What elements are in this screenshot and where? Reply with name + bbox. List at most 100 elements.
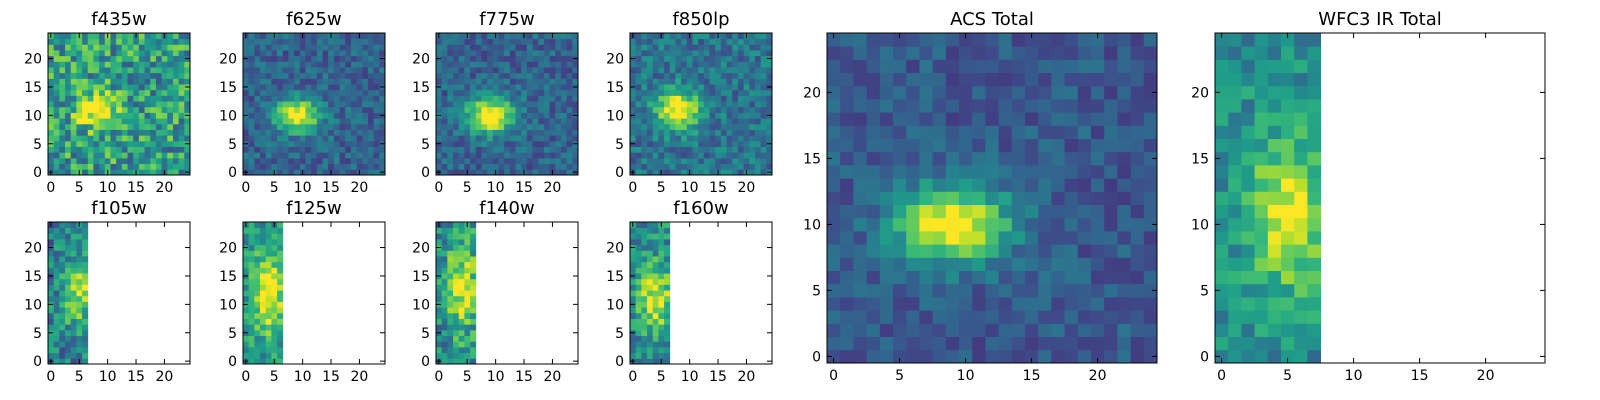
heatmap-cell xyxy=(760,152,767,159)
heatmap-cell xyxy=(893,151,907,166)
heatmap-cell xyxy=(515,44,522,51)
heatmap-cell xyxy=(1117,244,1131,258)
x-tick-label: 5 xyxy=(463,369,472,385)
heatmap-cell xyxy=(271,78,278,85)
heatmap-cell xyxy=(492,55,499,62)
heatmap-cell xyxy=(127,95,134,102)
heatmap-cell xyxy=(959,323,973,337)
heatmap-cell xyxy=(271,250,278,257)
heatmap-cell xyxy=(138,38,145,45)
heatmap-cell xyxy=(1267,99,1282,113)
heatmap-cell xyxy=(243,152,250,159)
heatmap-cell xyxy=(749,50,756,57)
heatmap-cell xyxy=(1077,323,1092,337)
heatmap-cell xyxy=(630,118,637,125)
heatmap-cell xyxy=(82,341,89,348)
heatmap-cell xyxy=(481,61,488,68)
heatmap-cell xyxy=(743,61,750,68)
heatmap-cell xyxy=(441,295,448,302)
heatmap-cell xyxy=(76,301,83,308)
heatmap-cell xyxy=(932,178,947,192)
heatmap-cell xyxy=(1254,270,1269,285)
heatmap-cell xyxy=(87,163,94,170)
heatmap-cell xyxy=(76,267,83,274)
heatmap-cell xyxy=(305,152,312,159)
heatmap-cell xyxy=(59,123,66,130)
heatmap-cell xyxy=(104,61,111,68)
heatmap-cell xyxy=(184,67,191,74)
heatmap-cell xyxy=(453,118,460,125)
heatmap-cell xyxy=(1215,46,1229,60)
heatmap-cell xyxy=(350,101,357,108)
heatmap-cell xyxy=(453,152,460,159)
heatmap-cell xyxy=(277,256,284,263)
heatmap-cell xyxy=(464,67,471,74)
y-tick-label: 5 xyxy=(33,137,42,153)
heatmap-cell xyxy=(138,140,145,147)
heatmap-cell xyxy=(82,335,89,342)
heatmap-cell xyxy=(827,112,841,126)
heatmap-cell xyxy=(866,244,881,258)
y-tick-label: 20 xyxy=(606,241,624,257)
heatmap-cell xyxy=(1228,112,1242,126)
heatmap-cell xyxy=(48,261,55,268)
heatmap-cell xyxy=(345,50,352,57)
heatmap-cell xyxy=(703,72,710,79)
heatmap-cell xyxy=(121,118,128,125)
heatmap-cell xyxy=(726,163,733,170)
heatmap-cell xyxy=(754,67,762,74)
heatmap-cell xyxy=(664,244,671,251)
heatmap-cell xyxy=(339,84,346,91)
x-tick-label: 20 xyxy=(544,369,562,385)
heatmap-cell xyxy=(248,329,255,336)
heatmap-cell xyxy=(458,152,465,159)
heatmap-cell xyxy=(470,301,477,308)
axes-frame xyxy=(1214,32,1546,364)
heatmap-cell xyxy=(116,140,123,147)
heatmap-cell xyxy=(560,84,568,91)
heatmap-cell xyxy=(760,78,767,85)
heatmap-cell xyxy=(998,191,1013,205)
y-tick-label: 20 xyxy=(24,52,42,68)
heatmap-cell xyxy=(464,307,471,314)
heatmap-cell xyxy=(458,329,465,336)
heatmap-cell xyxy=(840,204,854,219)
panel-title: f850lp xyxy=(672,9,729,30)
heatmap-cell xyxy=(1038,125,1052,139)
heatmap-cell xyxy=(1307,99,1321,113)
heatmap-cell xyxy=(555,89,562,96)
heatmap-cell xyxy=(316,50,323,57)
heatmap-cell xyxy=(436,38,443,45)
heatmap-cell xyxy=(566,72,573,79)
heatmap-cell xyxy=(853,204,867,219)
heatmap-cell xyxy=(65,106,72,113)
heatmap-cell xyxy=(549,72,556,79)
heatmap-cell xyxy=(555,118,562,125)
heatmap-cell xyxy=(339,50,346,57)
heatmap-cell xyxy=(178,33,185,40)
heatmap-cell xyxy=(447,267,454,274)
heatmap-cell xyxy=(906,204,920,219)
heatmap-cell xyxy=(1267,244,1282,258)
heatmap-cell xyxy=(127,135,134,142)
heatmap-cell xyxy=(945,191,960,205)
heatmap-cell xyxy=(985,257,999,271)
heatmap-cell xyxy=(560,89,568,96)
heatmap-cell xyxy=(669,118,676,125)
heatmap-cell xyxy=(515,146,522,153)
heatmap-cell xyxy=(144,152,151,159)
heatmap-cell xyxy=(441,273,448,280)
heatmap-cell xyxy=(658,72,665,79)
heatmap-cell xyxy=(635,72,642,79)
heatmap-cell xyxy=(53,140,60,147)
heatmap-cell xyxy=(1294,85,1308,100)
heatmap-cell xyxy=(1228,59,1242,73)
heatmap-cell xyxy=(675,146,682,153)
heatmap-cell xyxy=(373,84,380,91)
heatmap-cell xyxy=(59,67,66,74)
heatmap-cell xyxy=(470,318,477,325)
heatmap-cell xyxy=(70,341,77,348)
heatmap-cell xyxy=(254,295,261,302)
heatmap-cell xyxy=(350,61,357,68)
heatmap-cell xyxy=(720,50,727,57)
